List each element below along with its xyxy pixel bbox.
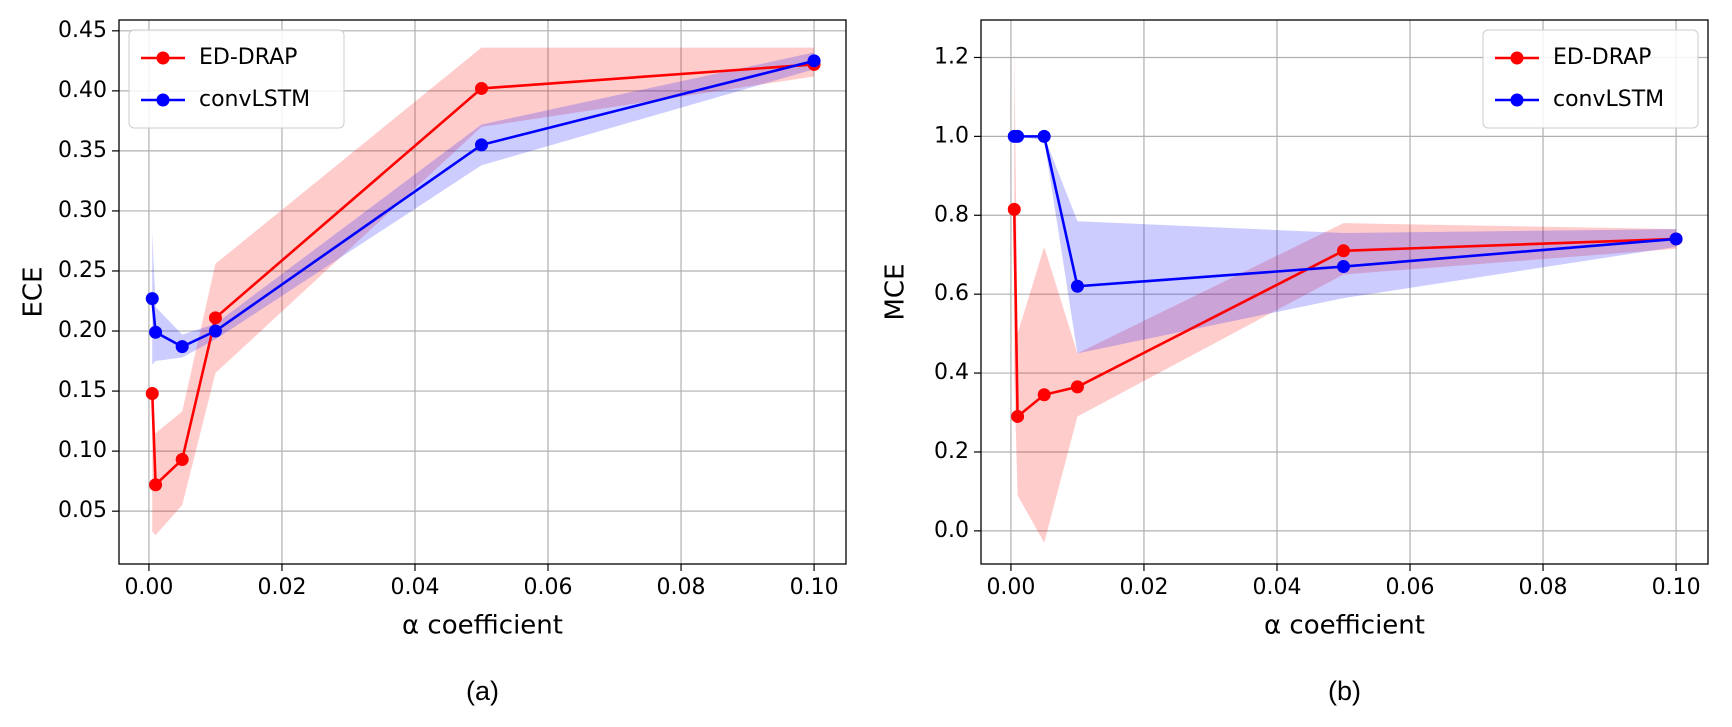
legend-box xyxy=(1482,29,1699,129)
y-tick-label: 0.25 xyxy=(58,258,107,283)
axes-frame xyxy=(118,19,847,565)
y-tick-label: 0.6 xyxy=(934,281,969,306)
legend-marker xyxy=(1510,51,1524,65)
x-axis-label: α coefficient xyxy=(402,611,563,641)
y-tick-label: 1.0 xyxy=(934,123,969,148)
x-tick-label: 0.04 xyxy=(1252,575,1301,600)
marker xyxy=(175,453,189,467)
y-tick-label: 0.4 xyxy=(934,360,969,385)
y-tick-label: 0.8 xyxy=(934,202,969,227)
legend-label: convLSTM xyxy=(1553,87,1664,112)
axes-frame xyxy=(980,19,1709,565)
x-tick-label: 0.06 xyxy=(1386,575,1435,600)
x-tick-label: 0.00 xyxy=(986,575,1035,600)
x-tick-label: 0.10 xyxy=(790,575,839,600)
y-tick-label: 0.2 xyxy=(934,439,969,464)
marker xyxy=(1337,260,1351,274)
marker xyxy=(149,478,163,492)
legend-marker xyxy=(156,93,170,107)
y-tick-label: 0.15 xyxy=(58,378,107,403)
x-tick-label: 0.08 xyxy=(657,575,706,600)
x-tick-label: 0.04 xyxy=(390,575,439,600)
marker xyxy=(1070,380,1084,394)
x-tick-label: 0.02 xyxy=(1119,575,1168,600)
y-axis-label: ECE xyxy=(19,266,49,317)
marker xyxy=(145,292,159,306)
y-axis-label: MCE xyxy=(881,263,911,320)
y-tick-label: 0.05 xyxy=(58,498,107,523)
line xyxy=(1012,209,1677,420)
y-tick-label: 1.2 xyxy=(934,44,969,69)
y-tick-label: 0.40 xyxy=(58,78,107,103)
marker xyxy=(1669,232,1683,246)
marker xyxy=(475,81,489,95)
marker xyxy=(1037,388,1051,402)
caption: (a) xyxy=(466,676,499,706)
line xyxy=(150,63,815,488)
marker xyxy=(807,54,821,68)
marker xyxy=(145,386,159,400)
y-tick-label: 0.10 xyxy=(58,438,107,463)
marker xyxy=(1070,279,1084,293)
band xyxy=(152,47,815,536)
y-tick-label: 0.30 xyxy=(58,198,107,223)
marker xyxy=(1007,202,1021,216)
legend-label: ED-DRAP xyxy=(199,45,297,70)
y-tick-label: 0.0 xyxy=(934,518,969,543)
marker xyxy=(175,340,189,354)
legend-label: convLSTM xyxy=(199,87,310,112)
x-tick-label: 0.00 xyxy=(124,575,173,600)
x-tick-label: 0.08 xyxy=(1519,575,1568,600)
marker xyxy=(1037,129,1051,143)
x-tick-label: 0.02 xyxy=(257,575,306,600)
x-axis-label: α coefficient xyxy=(1264,611,1425,641)
legend-box xyxy=(128,29,345,129)
caption: (b) xyxy=(1328,676,1361,706)
marker xyxy=(1011,129,1025,143)
legend-marker xyxy=(156,51,170,65)
x-tick-label: 0.10 xyxy=(1652,575,1701,600)
legend-label: ED-DRAP xyxy=(1553,45,1651,70)
marker xyxy=(208,324,222,338)
y-tick-label: 0.45 xyxy=(58,18,107,43)
legend-marker xyxy=(1510,93,1524,107)
subplot: 0.00 0.02 0.04 0.06 0.08 0.10 0.0 0.2 0.4 0.6 0.8 1… xyxy=(881,19,1709,706)
marker xyxy=(475,138,489,152)
marker xyxy=(149,325,163,339)
marker xyxy=(208,311,222,325)
subplot: 0.00 0.02 0.04 0.06 0.08 0.10 0.05 0.10 0.15 0.20… xyxy=(19,18,847,706)
x-tick-label: 0.06 xyxy=(524,575,573,600)
y-tick-label: 0.35 xyxy=(58,138,107,163)
marker xyxy=(1337,244,1351,258)
marker xyxy=(1011,409,1025,423)
y-tick-label: 0.20 xyxy=(58,318,107,343)
